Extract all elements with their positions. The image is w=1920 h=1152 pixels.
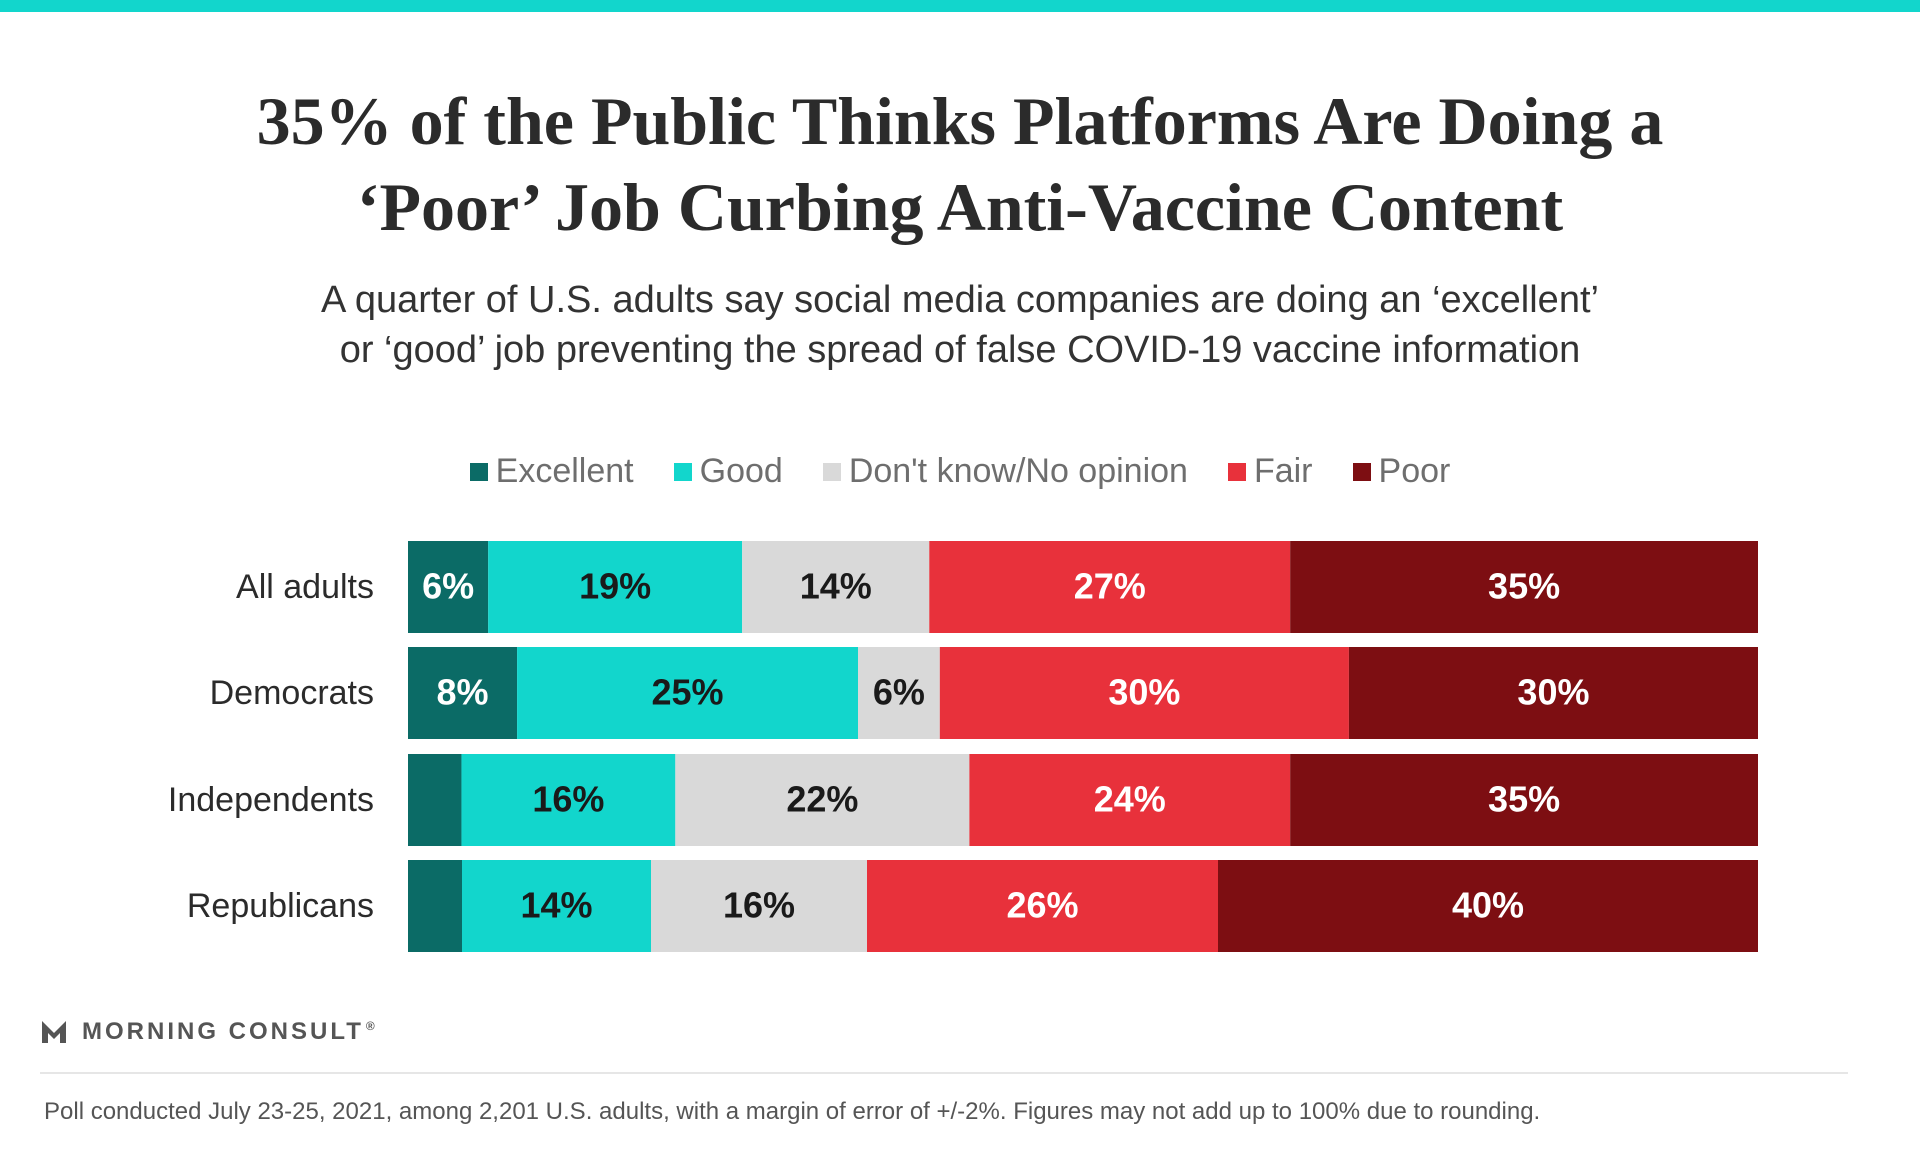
bar-all-adults-fair — [929, 541, 1291, 633]
chart-title-line-1: 35% of the Public Thinks Platforms Are D… — [256, 83, 1664, 159]
data-label-all-adults-fair: 27% — [1074, 566, 1146, 607]
data-label-independents-fair: 24% — [1094, 779, 1166, 820]
bar-republicans-good — [462, 860, 651, 952]
legend-swatch-fair — [1227, 462, 1246, 481]
bar-democrats-poor — [1348, 647, 1758, 739]
legend-label-good: Good — [699, 452, 783, 490]
chart-legend: Excellent Good Don't know/No opinion Fai… — [0, 452, 1920, 491]
bar-independents-poor — [1290, 754, 1758, 846]
bar-all-adults-don-t-know-no-opinion — [742, 541, 930, 633]
legend-item-excellent: Excellent — [469, 452, 634, 491]
bar-all-adults-good — [488, 541, 743, 633]
chart-title-line-2: ‘Poor’ Job Curbing Anti-Vaccine Content — [356, 169, 1564, 245]
legend-item-good: Good — [673, 452, 783, 491]
legend-label-fair: Fair — [1253, 452, 1313, 490]
bar-democrats-excellent — [408, 647, 518, 739]
legend-swatch-poor — [1352, 462, 1371, 481]
chart-subtitle: A quarter of U.S. adults say social medi… — [0, 275, 1920, 375]
legend-label-dont-know: Don't know/No opinion — [848, 452, 1188, 490]
legend-item-fair: Fair — [1227, 452, 1313, 491]
morning-consult-m-icon — [42, 1021, 66, 1043]
bar-independents-good — [461, 754, 676, 846]
chart-subtitle-line-2: or ‘good’ job preventing the spread of f… — [339, 329, 1581, 371]
category-label-democrats: Democrats — [210, 674, 374, 712]
chart-title: 35% of the Public Thinks Platforms Are D… — [0, 78, 1920, 250]
legend-label-poor: Poor — [1378, 452, 1451, 490]
legend-label-excellent: Excellent — [495, 452, 634, 490]
data-label-democrats-don-t-know-no-opinion: 6% — [873, 672, 925, 713]
data-label-all-adults-good: 19% — [579, 566, 651, 607]
category-label-all-adults: All adults — [236, 568, 374, 606]
logo-mark: ® — [365, 1019, 375, 1033]
data-label-all-adults-excellent: 6% — [422, 566, 474, 607]
bar-republicans-fair — [867, 860, 1218, 952]
data-label-democrats-fair: 30% — [1108, 672, 1180, 713]
data-label-democrats-poor: 30% — [1517, 672, 1589, 713]
data-label-all-adults-don-t-know-no-opinion: 14% — [800, 566, 872, 607]
legend-item-poor: Poor — [1352, 452, 1451, 491]
logo-text: MORNING CONSULT — [82, 1018, 364, 1045]
legend-item-dont-know: Don't know/No opinion — [822, 452, 1188, 491]
legend-swatch-dont-know — [822, 462, 841, 481]
data-label-republicans-fair: 26% — [1006, 885, 1078, 926]
bar-all-adults-poor — [1290, 541, 1758, 633]
data-label-republicans-don-t-know-no-opinion: 16% — [723, 885, 795, 926]
footer-divider — [40, 1072, 1848, 1074]
bar-democrats-good — [517, 647, 858, 739]
data-label-independents-good: 16% — [532, 779, 604, 820]
bar-democrats-don-t-know-no-opinion — [858, 647, 940, 739]
bar-republicans-don-t-know-no-opinion — [651, 860, 867, 952]
morning-consult-logo: MORNING CONSULT ® — [40, 1018, 375, 1046]
data-label-all-adults-poor: 35% — [1488, 566, 1560, 607]
category-label-independents: Independents — [168, 781, 374, 819]
legend-swatch-good — [673, 462, 692, 481]
chart-subtitle-line-1: A quarter of U.S. adults say social medi… — [321, 279, 1599, 321]
top-accent-bar — [0, 0, 1920, 12]
data-label-republicans-poor: 40% — [1452, 885, 1524, 926]
bar-independents-fair — [969, 754, 1291, 846]
chart-footnote: Poll conducted July 23-25, 2021, among 2… — [44, 1098, 1541, 1125]
bar-republicans-poor — [1218, 860, 1758, 952]
data-label-independents-don-t-know-no-opinion: 22% — [786, 779, 858, 820]
data-label-democrats-good: 25% — [652, 672, 724, 713]
data-label-republicans-good: 14% — [520, 885, 592, 926]
bar-independents-don-t-know-no-opinion — [675, 754, 970, 846]
bar-democrats-fair — [939, 647, 1349, 739]
data-label-democrats-excellent: 8% — [437, 672, 489, 713]
bar-republicans-excellent — [408, 860, 462, 952]
category-label-republicans: Republicans — [187, 887, 374, 925]
data-label-independents-poor: 35% — [1488, 779, 1560, 820]
legend-swatch-excellent — [469, 462, 488, 481]
bar-all-adults-excellent — [408, 541, 489, 633]
bar-independents-excellent — [408, 754, 462, 846]
